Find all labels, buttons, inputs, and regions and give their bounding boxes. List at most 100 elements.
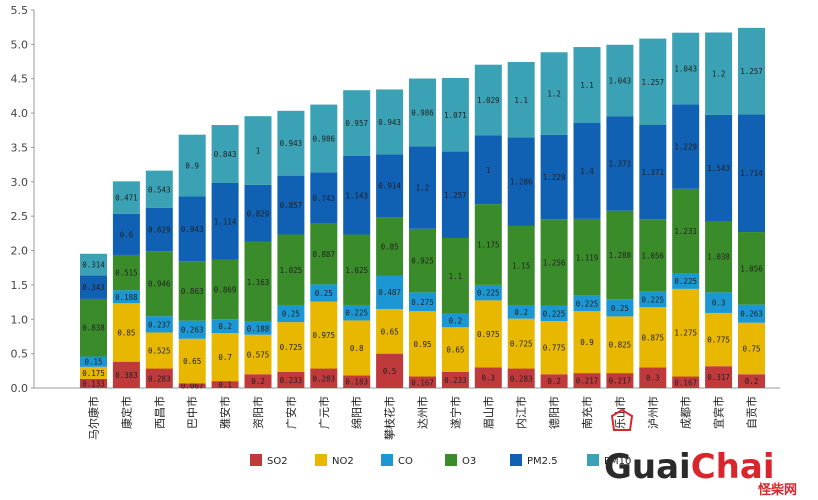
bar-segment-o3	[145, 251, 173, 317]
bar-segment-co	[145, 316, 173, 333]
data-label: 0.2	[251, 377, 265, 386]
bar-segment-co	[738, 304, 765, 323]
data-label: 0.863	[181, 287, 204, 296]
data-label: 1.114	[214, 217, 237, 226]
category-label: 雅安市	[218, 396, 232, 429]
data-label: 0.15	[84, 358, 102, 367]
data-label: 1.025	[345, 266, 368, 275]
bar-segment-pm10	[178, 134, 206, 197]
data-label: 1	[256, 147, 261, 156]
data-label: 0.65	[183, 357, 201, 366]
bar-segment-co	[178, 320, 206, 339]
y-tick-label: 5.5	[11, 4, 29, 17]
bar-segment-pm25	[310, 172, 338, 224]
data-label: 0.943	[378, 118, 401, 127]
data-label: 0.986	[411, 108, 434, 117]
data-label: 0.2	[745, 377, 759, 386]
bag-icon	[610, 408, 634, 431]
data-label: 1.714	[740, 169, 763, 178]
bar-segment-so2	[441, 371, 469, 388]
bar-segment-so2	[277, 371, 305, 388]
data-label: 0.2	[218, 322, 232, 331]
data-label: 0.825	[609, 341, 632, 350]
data-label: 1.371	[609, 160, 632, 169]
data-label: 1.275	[674, 329, 697, 338]
bar-segment-pm25	[639, 124, 667, 220]
bar-segment-co	[573, 295, 601, 312]
bar-segment-no2	[80, 366, 107, 379]
bar-segment-so2	[112, 361, 140, 388]
bar-segment-o3	[80, 298, 107, 357]
bar-segment-pm10	[639, 38, 667, 125]
bar-segment-pm25	[507, 137, 535, 226]
bar-segment-so2	[705, 366, 733, 388]
bar-segment-co	[441, 313, 469, 328]
data-label: 0.543	[148, 185, 171, 194]
y-tick-label: 1.0	[11, 313, 29, 326]
bar-segment-co	[376, 275, 404, 309]
data-label: 1.043	[609, 77, 632, 86]
bar-segment-co	[310, 284, 338, 302]
data-label: 1.163	[247, 278, 270, 287]
bar-segment-pm10	[441, 77, 469, 152]
bar-segment-so2	[244, 374, 272, 388]
bar-segment-pm25	[112, 213, 140, 255]
bar-segment-o3	[705, 220, 733, 293]
watermark-guai: GuaiChai	[604, 447, 774, 487]
data-label: 1.257	[642, 78, 665, 87]
bar-segment-no2	[474, 300, 502, 368]
data-label: 0.2	[547, 377, 561, 386]
bar-segment-o3	[573, 218, 601, 296]
data-label: 0.857	[280, 201, 303, 210]
bar-segment-no2	[705, 312, 733, 367]
data-label: 0.237	[148, 320, 171, 329]
data-label: 0.946	[148, 280, 171, 289]
legend-label: PM10	[604, 456, 631, 467]
data-label: 0.25	[315, 289, 333, 298]
category-label: 宜宾市	[712, 396, 726, 429]
bar-segment-o3	[376, 217, 404, 276]
data-label: 0.9	[580, 338, 594, 347]
bar-segment-o3	[244, 241, 272, 322]
data-label: 0.629	[148, 226, 171, 235]
bar-segment-pm25	[441, 151, 469, 238]
category-label: 德阳市	[547, 396, 561, 429]
legend-swatch	[587, 454, 599, 466]
bar-segment-so2	[540, 374, 568, 388]
bar-segment-o3	[507, 225, 535, 305]
data-label: 0.167	[411, 378, 434, 387]
data-label: 0.914	[378, 182, 401, 191]
y-tick-label: 1.5	[11, 279, 29, 292]
data-label: 0.725	[510, 340, 533, 349]
bar-segment-co	[244, 321, 272, 335]
bar-segment-pm25	[705, 114, 733, 221]
data-label: 0.843	[214, 150, 237, 159]
data-label: 0.943	[181, 225, 204, 234]
data-label: 0.188	[247, 324, 270, 333]
bar-segment-co	[277, 304, 305, 323]
data-label: 0.957	[345, 119, 368, 128]
data-label: 1.043	[674, 65, 697, 74]
bar-segment-pm10	[343, 90, 371, 156]
category-label: 眉山市	[481, 396, 495, 429]
data-label: 1.056	[642, 251, 665, 260]
category-label: 康定市	[119, 396, 133, 429]
data-label: 0.829	[247, 209, 270, 218]
data-label: 0.875	[642, 333, 665, 342]
data-label: 0.2	[449, 316, 463, 325]
bar-segment-o3	[310, 223, 338, 285]
bar-segment-pm10	[145, 170, 173, 208]
category-label: 泸州市	[646, 396, 660, 429]
bar-segment-so2	[639, 367, 667, 388]
data-label: 0.25	[611, 304, 629, 313]
data-label: 0.471	[115, 194, 138, 203]
bar-segment-o3	[738, 232, 765, 305]
bar-segment-so2	[507, 368, 535, 388]
bar-segment-no2	[310, 301, 338, 369]
category-label: 攀枝花市	[383, 396, 397, 440]
data-label: 0.225	[345, 309, 368, 318]
data-label: 0.167	[674, 378, 697, 387]
data-label: 0.525	[148, 347, 171, 356]
bar-segment-no2	[540, 320, 568, 375]
data-label: 0.3	[482, 374, 496, 383]
